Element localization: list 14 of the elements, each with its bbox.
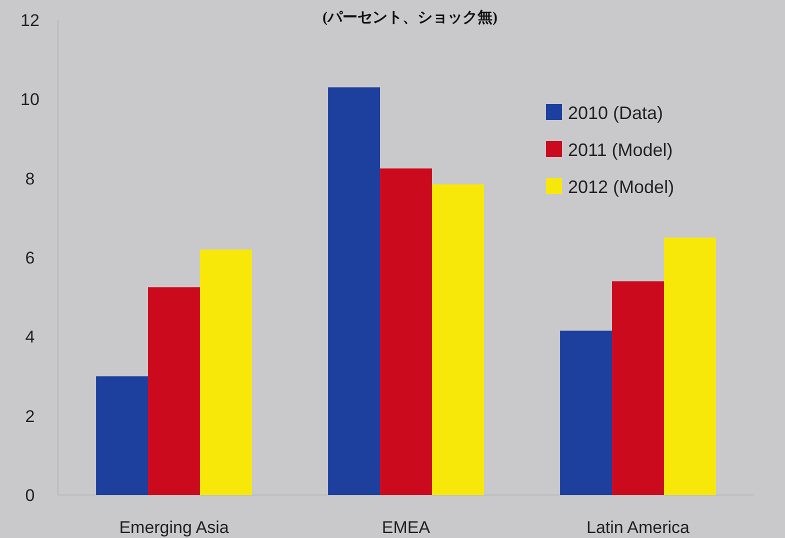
y-tick: 2 [25,406,35,426]
y-tick: 10 [20,90,40,110]
y-tick: 8 [25,169,35,188]
x-tick: EMEA [382,518,430,537]
legend-label: 2011 (Model) [568,140,673,160]
legend-label: 2010 (Data) [568,103,664,123]
x-tick: Latin America [586,518,690,537]
title: (パーセント、ショック無) [322,10,498,26]
y-tick: 12 [20,11,40,30]
y-tick: 4 [25,328,35,347]
y-tick: 6 [25,248,35,268]
y-tick: 0 [25,486,35,505]
x-tick: Emerging Asia [119,518,229,537]
legend-label: 2012 (Model) [568,177,674,197]
